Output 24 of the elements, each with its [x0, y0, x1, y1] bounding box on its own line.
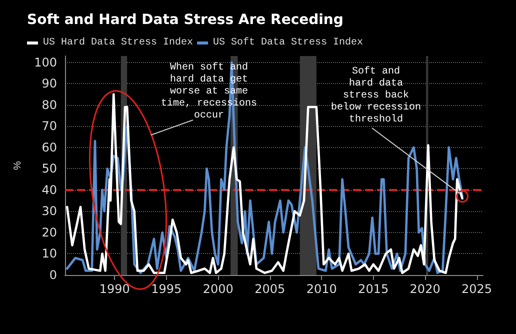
y-tick-label: 100 [34, 55, 57, 70]
x-tick-label: 2000 [202, 282, 234, 296]
x-tick-label: 1990 [99, 282, 130, 296]
chart-title: Soft and Hard Data Stress Are Receding [27, 12, 344, 28]
y-tick-label: 20 [42, 225, 57, 240]
x-tick-label: 2020 [410, 282, 440, 296]
y-tick-label: 90 [42, 76, 57, 91]
x-tick-label: 1995 [151, 282, 182, 296]
x-tick-label: 2015 [358, 282, 389, 296]
y-tick-label: 10 [42, 246, 57, 261]
annotation: Soft and hard data stress back below recession threshold [330, 66, 422, 126]
x-tick-label: 2025 [462, 282, 492, 296]
x-tick-label: 2010 [306, 282, 337, 296]
y-tick-label: 60 [42, 140, 57, 154]
legend-label: US Soft Data Stress Index [213, 36, 364, 48]
x-tick-label: 2005 [254, 282, 286, 296]
y-axis-title: % [12, 160, 24, 170]
y-tick-label: 0 [49, 268, 57, 282]
y-tick-label: 80 [42, 98, 57, 112]
y-tick-label: 40 [42, 182, 57, 197]
y-tick-label: 30 [42, 204, 57, 218]
legend-label: US Hard Data Stress Index [43, 36, 194, 48]
y-tick-label: 70 [42, 119, 57, 134]
y-tick-label: 50 [42, 162, 57, 176]
